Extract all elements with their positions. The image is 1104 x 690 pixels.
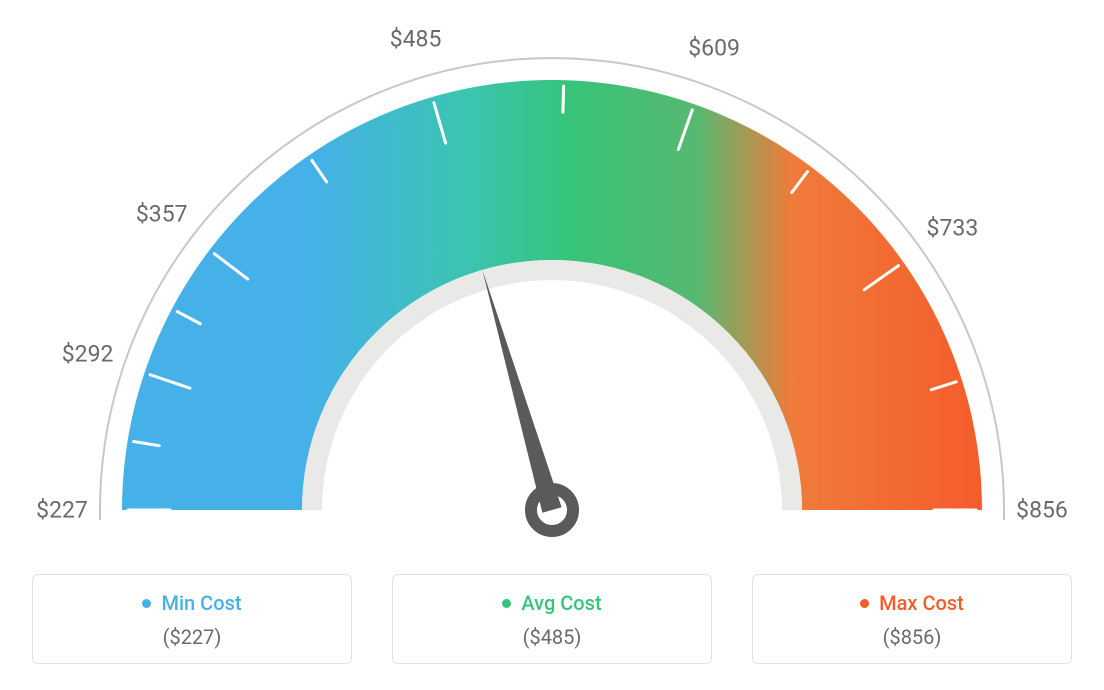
legend-title-avg: Avg Cost	[502, 591, 601, 615]
legend-dot-max	[860, 599, 869, 608]
legend-label-min: Min Cost	[161, 591, 241, 615]
gauge-tick-label: $357	[136, 200, 188, 227]
legend-value-min: ($227)	[33, 625, 351, 649]
legend-value-max: ($856)	[753, 625, 1071, 649]
legend-label-avg: Avg Cost	[521, 591, 601, 615]
legend-dot-min	[142, 599, 151, 608]
legend-card-avg: Avg Cost ($485)	[392, 574, 712, 664]
legend-value-avg: ($485)	[393, 625, 711, 649]
legend-title-min: Min Cost	[142, 591, 241, 615]
gauge-tick-label: $292	[62, 340, 114, 367]
gauge-tick-label: $856	[1016, 497, 1068, 524]
gauge-tick-label: $485	[390, 26, 442, 53]
legend-dot-avg	[502, 599, 511, 608]
gauge-tick-label: $733	[927, 214, 979, 241]
legend-card-max: Max Cost ($856)	[752, 574, 1072, 664]
legend-card-min: Min Cost ($227)	[32, 574, 352, 664]
cost-gauge: $227 $292 $357 $485 $609 $733 $856	[0, 0, 1104, 560]
gauge-tick-label: $227	[36, 497, 88, 524]
legend-title-max: Max Cost	[860, 591, 964, 615]
gauge-tick-label: $609	[688, 34, 740, 61]
legend-row: Min Cost ($227) Avg Cost ($485) Max Cost…	[0, 574, 1104, 664]
legend-label-max: Max Cost	[879, 591, 964, 615]
gauge-svg	[0, 0, 1104, 560]
